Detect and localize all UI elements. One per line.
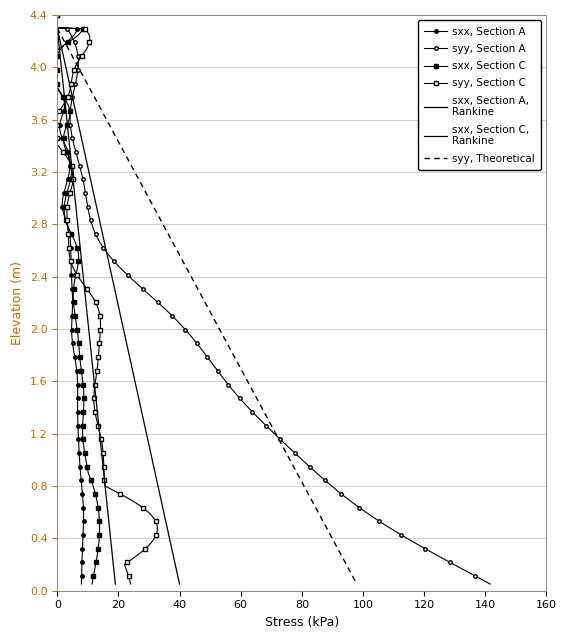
- X-axis label: Stress (kPa): Stress (kPa): [265, 616, 339, 629]
- syy, Section C: [101, 477, 108, 485]
- Y-axis label: Elevation (m): Elevation (m): [11, 261, 24, 345]
- syy, Section C: [127, 580, 134, 588]
- Line: sxx, Section A: sxx, Section A: [56, 13, 85, 586]
- syy, Section C: [97, 319, 104, 327]
- sxx, Section C: [76, 350, 83, 358]
- sxx, Section C: [73, 319, 80, 327]
- Line: syy, Section A: syy, Section A: [56, 13, 492, 586]
- sxx, Section A: [69, 285, 76, 292]
- syy, Section A: [176, 319, 182, 327]
- syy, Section A: [202, 350, 208, 358]
- sxx, Section C: [54, 12, 61, 19]
- syy, Section C: [83, 285, 90, 292]
- sxx, Section C: [88, 477, 95, 485]
- Line: syy, Section C: syy, Section C: [56, 13, 159, 586]
- syy, Section A: [54, 12, 61, 19]
- sxx, Section C: [89, 580, 95, 588]
- sxx, Section C: [91, 566, 98, 574]
- syy, Section A: [461, 566, 468, 574]
- syy, Section C: [123, 566, 130, 574]
- sxx, Section C: [70, 285, 77, 292]
- sxx, Section A: [78, 477, 85, 485]
- sxx, Section A: [54, 12, 61, 19]
- syy, Section C: [95, 350, 102, 358]
- sxx, Section C: [70, 282, 77, 289]
- syy, Section A: [135, 282, 142, 289]
- syy, Section A: [139, 285, 146, 292]
- syy, Section A: [323, 477, 329, 485]
- sxx, Section A: [78, 580, 85, 588]
- sxx, Section A: [68, 319, 75, 327]
- sxx, Section A: [78, 566, 85, 574]
- sxx, Section A: [71, 350, 78, 358]
- Legend: sxx, Section A, syy, Section A, sxx, Section C, syy, Section C, sxx, Section A,
: sxx, Section A, syy, Section A, sxx, Sec…: [418, 20, 541, 170]
- syy, Section C: [81, 282, 88, 289]
- Line: sxx, Section C: sxx, Section C: [56, 13, 101, 586]
- syy, Section A: [487, 580, 494, 588]
- sxx, Section A: [69, 282, 76, 289]
- syy, Section C: [54, 12, 61, 19]
